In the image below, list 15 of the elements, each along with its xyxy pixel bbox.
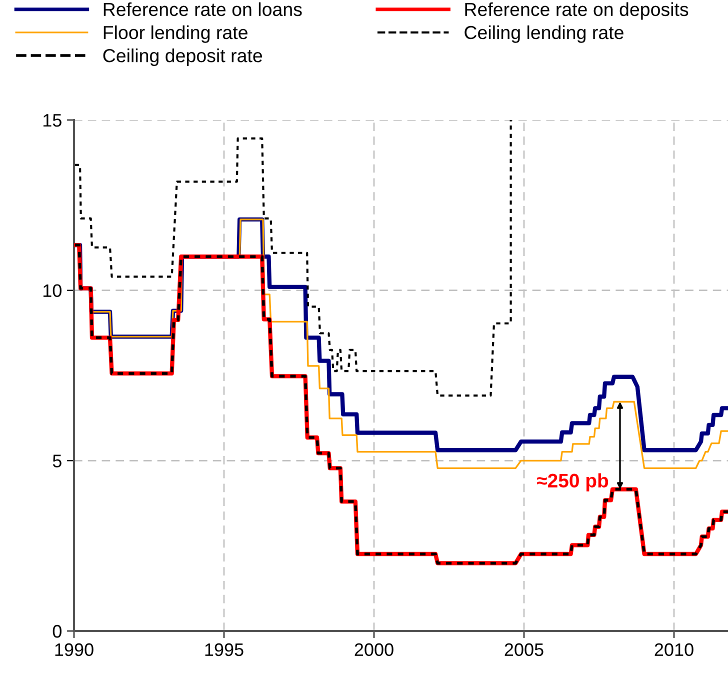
y-tick-label: 15: [43, 114, 62, 127]
annotation: ≈250 pb: [537, 473, 608, 492]
legend-label: Ceiling lending rate: [464, 25, 624, 43]
legend-label: Floor lending rate: [104, 25, 248, 43]
x-tick-label: 2005: [504, 643, 544, 656]
legend-label: Reference rate on deposits: [465, 2, 688, 20]
y-tick-label: 10: [43, 284, 62, 298]
x-tick-label: 2010: [654, 643, 694, 656]
y-tick-label: 5: [52, 454, 62, 468]
x-tick-label: 1990: [55, 643, 94, 656]
legend-label: Reference rate on loans: [104, 2, 302, 16]
x-tick-label: 2000: [354, 643, 394, 656]
x-tick-label: 1995: [205, 643, 244, 656]
legend-label: Ceiling deposit rate: [103, 48, 262, 66]
y-tick-label: 0: [52, 624, 62, 638]
